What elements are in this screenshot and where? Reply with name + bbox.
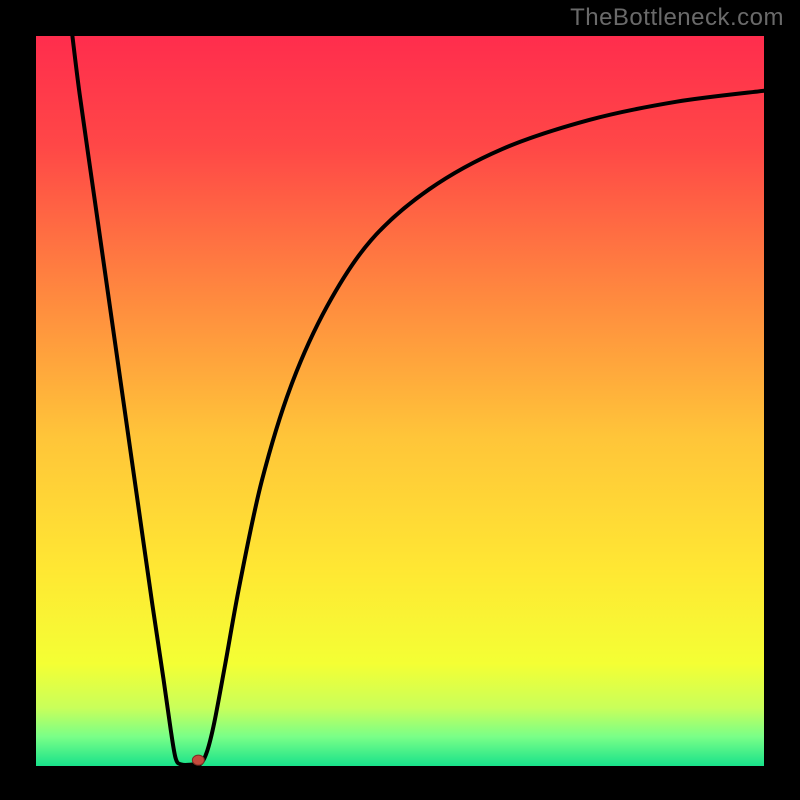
optimal-point-marker <box>192 755 204 765</box>
plot-area <box>36 36 764 766</box>
bottleneck-curve-chart <box>36 36 764 766</box>
plot-background <box>36 36 764 766</box>
chart-frame: TheBottleneck.com <box>0 0 800 800</box>
watermark-text: TheBottleneck.com <box>570 4 784 32</box>
